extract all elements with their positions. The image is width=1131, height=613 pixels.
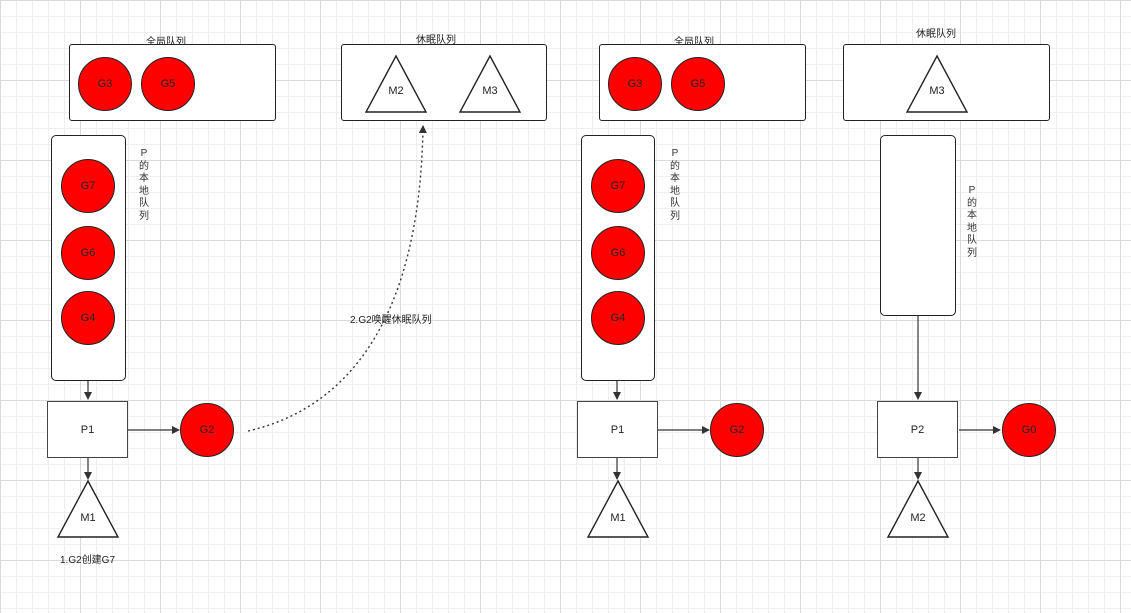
- machine-m3-sleeping-label: M3: [482, 85, 497, 97]
- mid-local-queue-label: P的本地队列: [670, 148, 680, 222]
- right-local-queue-empty: [880, 135, 956, 316]
- mid-global-queue-title: 全局队列: [674, 37, 714, 48]
- machine-m1-mid-label: M1: [610, 512, 625, 524]
- goroutine-g6: G6: [61, 226, 115, 280]
- machine-m2-sleeping-label: M2: [388, 85, 403, 97]
- left-sleep-queue-title: 休眠队列: [416, 35, 456, 46]
- machine-m1-label: M1: [80, 512, 95, 524]
- goroutine-g7-mid: G7: [591, 159, 645, 213]
- left-global-queue-title: 全局队列: [146, 37, 186, 48]
- goroutine-g3: G3: [78, 57, 132, 111]
- goroutine-g5-mid: G5: [671, 57, 725, 111]
- processor-p1-mid: P1: [577, 401, 658, 458]
- processor-p1: P1: [47, 401, 128, 458]
- step1-caption: 1.G2创建G7: [60, 555, 116, 566]
- right-local-queue-label: P的本地队列: [967, 185, 977, 259]
- goroutine-g4-mid: G4: [591, 291, 645, 345]
- left-local-queue-label: P的本地队列: [139, 148, 149, 222]
- goroutine-g3-mid: G3: [608, 57, 662, 111]
- machine-m2-sleeping: M2: [364, 54, 428, 113]
- machine-m3-sleeping: M3: [458, 54, 522, 113]
- machine-m1-mid: M1: [586, 479, 650, 538]
- goroutine-g6-mid: G6: [591, 226, 645, 280]
- processor-p2: P2: [877, 401, 958, 458]
- machine-m1: M1: [56, 479, 120, 538]
- machine-m2-right: M2: [886, 479, 950, 538]
- goroutine-g2: G2: [180, 403, 234, 457]
- goroutine-g2-mid: G2: [710, 403, 764, 457]
- goroutine-g7: G7: [61, 159, 115, 213]
- arrow-g2-wake-sleep-queue: [247, 125, 427, 432]
- machine-m3-right-label: M3: [929, 85, 944, 97]
- machine-m2-right-label: M2: [910, 512, 925, 524]
- goroutine-g5: G5: [141, 57, 195, 111]
- right-sleep-queue-title: 休眠队列: [916, 29, 956, 40]
- machine-m3-right: M3: [905, 54, 969, 113]
- step2-caption: 2.G2唤醒休眠队列: [350, 315, 432, 326]
- goroutine-g0: G0: [1002, 403, 1056, 457]
- goroutine-g4: G4: [61, 291, 115, 345]
